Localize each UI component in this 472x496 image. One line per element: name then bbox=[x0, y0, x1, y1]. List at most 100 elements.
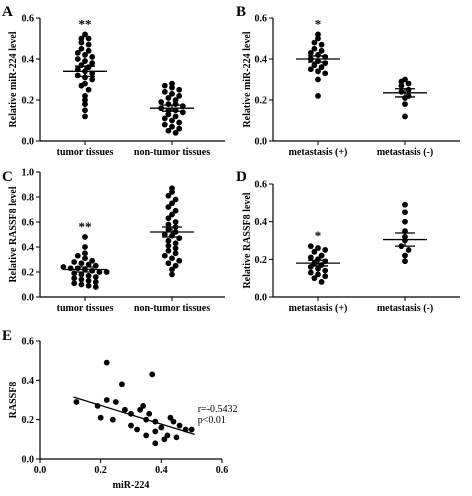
panel-a-y-axis-title: Relative miR-224 level bbox=[8, 31, 19, 127]
panel-d-category-label: metastasis (-) bbox=[377, 303, 433, 314]
panel-c-data-point bbox=[71, 270, 78, 277]
panel-c-data-point bbox=[71, 280, 78, 287]
panel-e-data-point bbox=[97, 414, 104, 421]
panel-c-data-point bbox=[85, 277, 92, 284]
panel-a-category-label: non-tumor tissues bbox=[134, 147, 210, 158]
panel-c-data-point bbox=[78, 281, 85, 288]
panel-b-data-point bbox=[322, 70, 329, 77]
panel-d-data-point bbox=[307, 269, 314, 276]
panel-a-y-tick-label: 0.4 bbox=[22, 55, 35, 66]
panel-c-data-point bbox=[165, 237, 172, 244]
panel-b-data-point bbox=[405, 86, 412, 93]
panel-c-y-tick-label: 0.2 bbox=[22, 268, 35, 279]
panel-c-data-point bbox=[169, 271, 175, 278]
panel-a-data-point bbox=[172, 129, 179, 136]
panel-b-data-point bbox=[318, 64, 325, 71]
panel-c-data-point bbox=[172, 219, 179, 225]
panel-a-data-point bbox=[78, 39, 85, 46]
panel-a-data-point bbox=[161, 115, 168, 122]
panel-d-data-point bbox=[307, 263, 314, 270]
panel-c-data-point bbox=[165, 204, 172, 210]
panel-b-letter: B bbox=[236, 4, 246, 20]
panel-c-data-point bbox=[89, 267, 96, 274]
panel-c-data-point bbox=[169, 200, 175, 207]
panel-b-y-tick-label: 0.0 bbox=[255, 137, 268, 148]
panel-d-data-point bbox=[322, 273, 329, 280]
panel-e-letter: E bbox=[2, 328, 12, 344]
panel-c-data-point bbox=[103, 269, 110, 275]
panel-d-data-point bbox=[402, 218, 408, 225]
panel-a-data-point bbox=[78, 35, 85, 42]
panel-d-category-label: metastasis (+) bbox=[289, 303, 348, 314]
panel-d-data-point bbox=[311, 275, 318, 282]
panel-c-data-point bbox=[169, 255, 175, 262]
panel-c-data-point bbox=[82, 255, 88, 262]
panel-c-data-point bbox=[169, 189, 175, 195]
panel-d-data-point bbox=[315, 265, 321, 272]
panel-a-data-point bbox=[172, 113, 179, 120]
panel-e-data-point bbox=[103, 397, 110, 403]
panel-b-data-point bbox=[307, 49, 314, 56]
panel-a-data-point bbox=[169, 123, 175, 130]
panel-c-y-axis-title: Relative RASSF8 level bbox=[8, 186, 19, 282]
panel-d-data-point bbox=[322, 247, 329, 253]
panel-c-data-point bbox=[172, 196, 179, 203]
panel-b-category-label: metastasis (-) bbox=[377, 147, 433, 158]
panel-c-data-point bbox=[172, 250, 179, 257]
panel-e-data-point bbox=[122, 406, 128, 413]
panel-c-y-tick-label: 0.6 bbox=[22, 218, 35, 229]
panel-a-data-point bbox=[74, 56, 81, 62]
panel-c-data-point bbox=[161, 231, 168, 238]
panel-a-data-point bbox=[172, 101, 179, 107]
panel-a-y-tick-label: 0.2 bbox=[22, 96, 35, 107]
panel-b-data-point bbox=[315, 68, 321, 75]
panel-a-data-point bbox=[158, 99, 165, 105]
panel-d-y-tick-label: 0.2 bbox=[255, 255, 268, 266]
panel-c-data-point bbox=[176, 257, 183, 264]
panel-a-data-point bbox=[82, 52, 88, 58]
panel-e-data-point bbox=[103, 359, 110, 366]
panel-d-data-point bbox=[402, 258, 408, 265]
panel-c-significance: ** bbox=[79, 219, 92, 234]
panel-c-data-point bbox=[169, 266, 175, 273]
panel-e-data-point bbox=[188, 426, 195, 433]
panel-b-data-point bbox=[315, 31, 321, 38]
panel-d-data-point bbox=[402, 209, 408, 216]
panel-c-data-point bbox=[169, 211, 175, 218]
panel-e-data-point bbox=[167, 414, 174, 421]
panel-c-data-point bbox=[92, 274, 99, 280]
panel-d-y-axis-title: Relative RASSF8 level bbox=[242, 192, 253, 288]
panel-e-data-point bbox=[112, 399, 119, 405]
panel-a-data-point bbox=[176, 86, 183, 93]
panel-c-data-point bbox=[165, 260, 172, 267]
panel-b-data-point bbox=[315, 76, 321, 83]
panel-c-y-tick-label: 0.0 bbox=[22, 293, 35, 304]
panel-e-data-point bbox=[143, 432, 150, 439]
panel-b-data-point bbox=[398, 82, 405, 89]
panel-c-data-point bbox=[165, 221, 172, 228]
panel-e-x-axis-title: miR-224 bbox=[113, 480, 150, 491]
panel-e-data-point bbox=[176, 422, 183, 429]
panel-b-significance: * bbox=[315, 16, 322, 31]
panel-a-data-point bbox=[165, 95, 172, 101]
panel-e-data-point bbox=[134, 426, 140, 433]
panel-c-data-point bbox=[78, 271, 85, 278]
panel-a-data-point bbox=[161, 121, 168, 128]
panel-c-data-point bbox=[82, 250, 88, 257]
panel-e-data-point bbox=[158, 424, 165, 431]
panel-c-data-point bbox=[92, 279, 99, 285]
panel-c-data-point bbox=[165, 242, 172, 249]
panel-e-data-point bbox=[173, 434, 180, 441]
panel-a-data-point bbox=[85, 47, 92, 54]
panel-a-data-point bbox=[85, 86, 92, 93]
panel-c-data-point bbox=[165, 215, 172, 222]
panel-a-y-tick-label: 0.0 bbox=[22, 137, 35, 148]
panel-c-y-tick-label: 0.8 bbox=[22, 193, 35, 204]
panel-a-data-point bbox=[85, 35, 92, 42]
panel-c-data-point bbox=[165, 247, 172, 254]
panel-e-x-tick-label: 0.2 bbox=[94, 465, 107, 476]
panel-c-data-point bbox=[74, 252, 81, 259]
panel-d-y-tick-label: 0.6 bbox=[255, 180, 268, 191]
